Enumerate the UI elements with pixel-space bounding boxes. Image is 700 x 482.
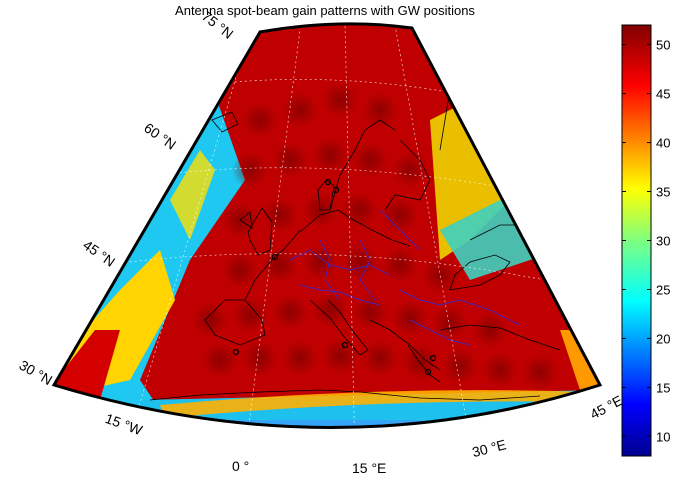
colorbar-tick-label: 35 bbox=[656, 185, 670, 200]
gateway-marker bbox=[232, 348, 240, 356]
country-borders bbox=[289, 209, 521, 346]
colorbar-tick-label: 15 bbox=[656, 380, 670, 395]
colorbar-tick-label: 50 bbox=[656, 38, 670, 53]
map-frame bbox=[51, 22, 603, 429]
colorbar-tick-label: 40 bbox=[656, 136, 670, 151]
lat-label-60: 60 °N bbox=[141, 120, 179, 153]
colorbar-gradient bbox=[621, 24, 652, 457]
lon-label-30e: 30 °E bbox=[470, 436, 507, 460]
colorbar: 10 15 20 25 30 35 40 45 50 bbox=[621, 24, 670, 457]
gateway-marker bbox=[332, 186, 340, 194]
colorbar-ticks: 10 15 20 25 30 35 40 45 50 bbox=[622, 38, 670, 444]
colorbar-tick-label: 10 bbox=[656, 429, 670, 444]
gateway-marker bbox=[271, 253, 279, 261]
lat-label-30: 30 °N bbox=[17, 357, 55, 388]
west-red-patch bbox=[54, 330, 120, 400]
gateway-marker bbox=[341, 341, 349, 349]
colorbar-tick-label: 30 bbox=[656, 234, 670, 249]
map-title: Antenna spot-beam gain patterns with GW … bbox=[175, 3, 475, 18]
south-orange-band bbox=[160, 390, 590, 418]
graticule bbox=[104, 24, 571, 428]
gain-map bbox=[54, 23, 600, 428]
lon-label-15w: 15 °W bbox=[103, 410, 145, 438]
west-yellow-ridge bbox=[170, 150, 215, 240]
east-cyan-band bbox=[440, 200, 560, 280]
gateway-marker bbox=[429, 354, 437, 362]
colorbar-tick-label: 45 bbox=[656, 87, 670, 102]
lat-label-45: 45 °N bbox=[80, 237, 118, 270]
colorbar-tick-label: 25 bbox=[656, 282, 670, 297]
colorbar-tick-label: 20 bbox=[656, 331, 670, 346]
gateway-markers bbox=[232, 178, 437, 376]
gateway-marker bbox=[324, 178, 332, 186]
lon-label-45e: 45 °E bbox=[587, 392, 625, 422]
spot-beam-cells bbox=[192, 82, 558, 390]
gateway-marker bbox=[424, 368, 432, 376]
lon-label-0: 0 ° bbox=[232, 458, 249, 474]
east-yellow-band bbox=[430, 100, 520, 260]
lon-label-15e: 15 °E bbox=[352, 460, 386, 476]
